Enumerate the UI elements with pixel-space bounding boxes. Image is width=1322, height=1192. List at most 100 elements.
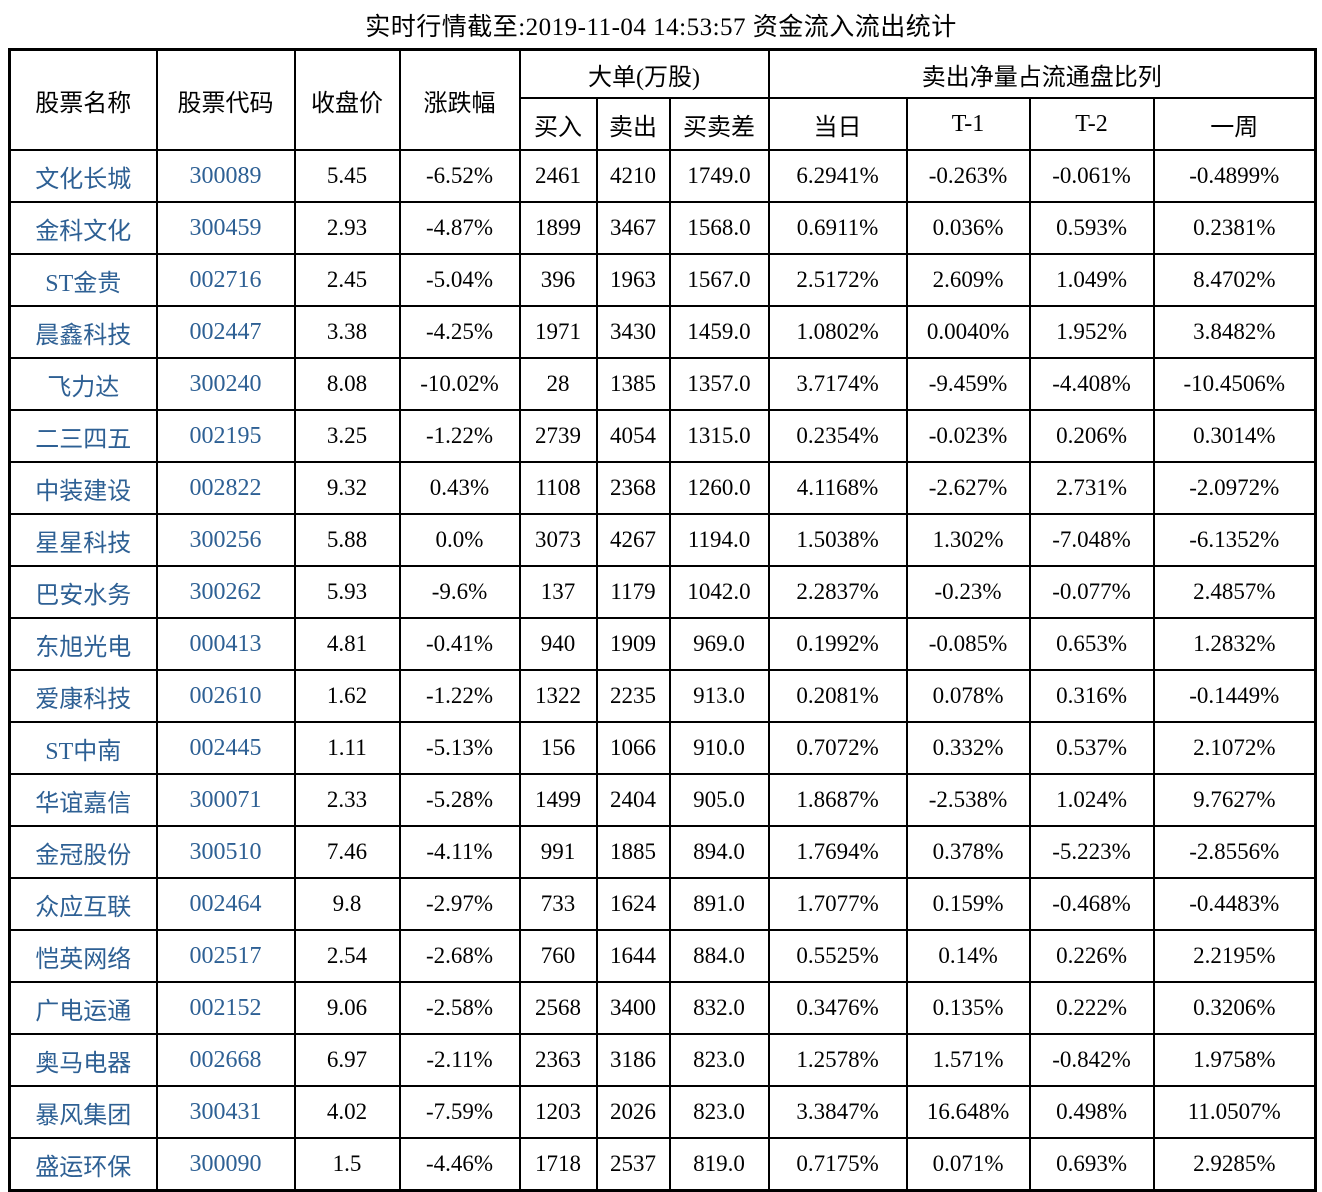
stock-name-cell[interactable]: 飞力达 bbox=[8, 357, 158, 411]
close-price-cell: 3.38 bbox=[293, 305, 401, 359]
buy-sell-diff-cell: 1568.0 bbox=[668, 201, 770, 255]
stock-code-cell[interactable]: 300262 bbox=[155, 565, 296, 619]
stock-name-cell[interactable]: ST金贵 bbox=[8, 253, 158, 307]
change-pct-cell: -7.59% bbox=[398, 1085, 521, 1139]
t2-ratio-cell: 0.537% bbox=[1028, 721, 1155, 775]
stock-code-cell[interactable]: 002445 bbox=[155, 721, 296, 775]
table-row: 华谊嘉信 300071 2.33 -5.28% 1499 2404 905.0 1.8687%… bbox=[8, 773, 1317, 827]
stock-name-cell[interactable]: 恺英网络 bbox=[8, 929, 158, 983]
stock-code-cell[interactable]: 300510 bbox=[155, 825, 296, 879]
day-ratio-cell: 0.2354% bbox=[767, 409, 908, 463]
t2-ratio-cell: -0.842% bbox=[1028, 1033, 1155, 1087]
col-header-close-price: 收盘价 bbox=[293, 48, 401, 151]
t1-ratio-cell: 1.302% bbox=[905, 513, 1031, 567]
t2-ratio-cell: 1.049% bbox=[1028, 253, 1155, 307]
week-ratio-cell: 2.4857% bbox=[1152, 565, 1317, 619]
week-ratio-cell: 1.2832% bbox=[1152, 617, 1317, 671]
buy-volume-cell: 1108 bbox=[518, 461, 598, 515]
stock-name-cell[interactable]: 爱康科技 bbox=[8, 669, 158, 723]
t2-ratio-cell: 0.316% bbox=[1028, 669, 1155, 723]
week-ratio-cell: 0.3014% bbox=[1152, 409, 1317, 463]
sell-volume-cell: 3430 bbox=[595, 305, 671, 359]
stock-name-cell[interactable]: 二三四五 bbox=[8, 409, 158, 463]
stock-code-cell[interactable]: 002517 bbox=[155, 929, 296, 983]
table-row: 暴风集团 300431 4.02 -7.59% 1203 2026 823.0 3.3847%… bbox=[8, 1085, 1317, 1139]
buy-sell-diff-cell: 891.0 bbox=[668, 877, 770, 931]
stock-name-cell[interactable]: 奥马电器 bbox=[8, 1033, 158, 1087]
buy-sell-diff-cell: 1749.0 bbox=[668, 149, 770, 203]
stock-code-cell[interactable]: 300240 bbox=[155, 357, 296, 411]
buy-sell-diff-cell: 823.0 bbox=[668, 1033, 770, 1087]
change-pct-cell: -0.41% bbox=[398, 617, 521, 671]
table-row: 金科文化 300459 2.93 -4.87% 1899 3467 1568.0 0.6911… bbox=[8, 201, 1317, 255]
sell-volume-cell: 2026 bbox=[595, 1085, 671, 1139]
week-ratio-cell: 2.9285% bbox=[1152, 1137, 1317, 1192]
buy-sell-diff-cell: 905.0 bbox=[668, 773, 770, 827]
t2-ratio-cell: -5.223% bbox=[1028, 825, 1155, 879]
stock-name-cell[interactable]: 众应互联 bbox=[8, 877, 158, 931]
week-ratio-cell: -2.0972% bbox=[1152, 461, 1317, 515]
week-ratio-cell: 11.0507% bbox=[1152, 1085, 1317, 1139]
sell-volume-cell: 1179 bbox=[595, 565, 671, 619]
stock-code-cell[interactable]: 300256 bbox=[155, 513, 296, 567]
change-pct-cell: -2.11% bbox=[398, 1033, 521, 1087]
table-row: 文化长城 300089 5.45 -6.52% 2461 4210 1749.0 6.2941… bbox=[8, 149, 1317, 203]
stock-code-cell[interactable]: 002610 bbox=[155, 669, 296, 723]
page-title: 实时行情截至:2019-11-04 14:53:57 资金流入流出统计 bbox=[365, 14, 957, 41]
week-ratio-cell: -0.4899% bbox=[1152, 149, 1317, 203]
stock-name-cell[interactable]: 巴安水务 bbox=[8, 565, 158, 619]
buy-volume-cell: 2363 bbox=[518, 1033, 598, 1087]
stock-code-cell[interactable]: 002668 bbox=[155, 1033, 296, 1087]
t1-ratio-cell: 0.135% bbox=[905, 981, 1031, 1035]
stock-name-cell[interactable]: 金冠股份 bbox=[8, 825, 158, 879]
stock-code-cell[interactable]: 300431 bbox=[155, 1085, 296, 1139]
stock-code-cell[interactable]: 300071 bbox=[155, 773, 296, 827]
stock-code-cell[interactable]: 300459 bbox=[155, 201, 296, 255]
day-ratio-cell: 1.5038% bbox=[767, 513, 908, 567]
buy-sell-diff-cell: 1042.0 bbox=[668, 565, 770, 619]
day-ratio-cell: 2.2837% bbox=[767, 565, 908, 619]
stock-name-cell[interactable]: 金科文化 bbox=[8, 201, 158, 255]
t1-ratio-cell: 0.078% bbox=[905, 669, 1031, 723]
stock-name-cell[interactable]: 中装建设 bbox=[8, 461, 158, 515]
stock-name-cell[interactable]: 东旭光电 bbox=[8, 617, 158, 671]
day-ratio-cell: 3.7174% bbox=[767, 357, 908, 411]
table-row: 星星科技 300256 5.88 0.0% 3073 4267 1194.0 1.5038% 1… bbox=[8, 513, 1317, 567]
stock-code-cell[interactable]: 300090 bbox=[155, 1137, 296, 1192]
day-ratio-cell: 2.5172% bbox=[767, 253, 908, 307]
t2-ratio-cell: 0.222% bbox=[1028, 981, 1155, 1035]
stock-code-cell[interactable]: 002447 bbox=[155, 305, 296, 359]
close-price-cell: 5.88 bbox=[293, 513, 401, 567]
stock-code-cell[interactable]: 002152 bbox=[155, 981, 296, 1035]
stock-name-cell[interactable]: 华谊嘉信 bbox=[8, 773, 158, 827]
stock-code-cell[interactable]: 002822 bbox=[155, 461, 296, 515]
t1-ratio-cell: -2.627% bbox=[905, 461, 1031, 515]
stock-code-cell[interactable]: 002195 bbox=[155, 409, 296, 463]
t2-ratio-cell: 0.226% bbox=[1028, 929, 1155, 983]
close-price-cell: 1.5 bbox=[293, 1137, 401, 1192]
col-header-buy-sell-diff: 买卖差 bbox=[668, 97, 770, 151]
table-row: 爱康科技 002610 1.62 -1.22% 1322 2235 913.0 0.2081%… bbox=[8, 669, 1317, 723]
stock-name-cell[interactable]: 暴风集团 bbox=[8, 1085, 158, 1139]
stock-name-cell[interactable]: 晨鑫科技 bbox=[8, 305, 158, 359]
stock-name-cell[interactable]: 文化长城 bbox=[8, 149, 158, 203]
stock-name-cell[interactable]: 星星科技 bbox=[8, 513, 158, 567]
stock-name-cell[interactable]: 广电运通 bbox=[8, 981, 158, 1035]
stock-code-cell[interactable]: 000413 bbox=[155, 617, 296, 671]
fund-flow-table: 股票名称 股票代码 收盘价 涨跌幅 大单(万股) 卖出净量占流通盘比列 买入 卖… bbox=[8, 48, 1318, 1192]
table-row: 金冠股份 300510 7.46 -4.11% 991 1885 894.0 1.7694% 0… bbox=[8, 825, 1317, 879]
stock-name-cell[interactable]: 盛运环保 bbox=[8, 1137, 158, 1192]
buy-sell-diff-cell: 1260.0 bbox=[668, 461, 770, 515]
stock-code-cell[interactable]: 002464 bbox=[155, 877, 296, 931]
table-row: 中装建设 002822 9.32 0.43% 1108 2368 1260.0 4.1168%… bbox=[8, 461, 1317, 515]
buy-volume-cell: 396 bbox=[518, 253, 598, 307]
stock-code-cell[interactable]: 300089 bbox=[155, 149, 296, 203]
t2-ratio-cell: 0.693% bbox=[1028, 1137, 1155, 1192]
stock-name-cell[interactable]: ST中南 bbox=[8, 721, 158, 775]
stock-code-cell[interactable]: 002716 bbox=[155, 253, 296, 307]
col-header-stock-name: 股票名称 bbox=[8, 48, 158, 151]
t1-ratio-cell: -0.085% bbox=[905, 617, 1031, 671]
t2-ratio-cell: -0.061% bbox=[1028, 149, 1155, 203]
buy-volume-cell: 156 bbox=[518, 721, 598, 775]
sell-volume-cell: 1066 bbox=[595, 721, 671, 775]
